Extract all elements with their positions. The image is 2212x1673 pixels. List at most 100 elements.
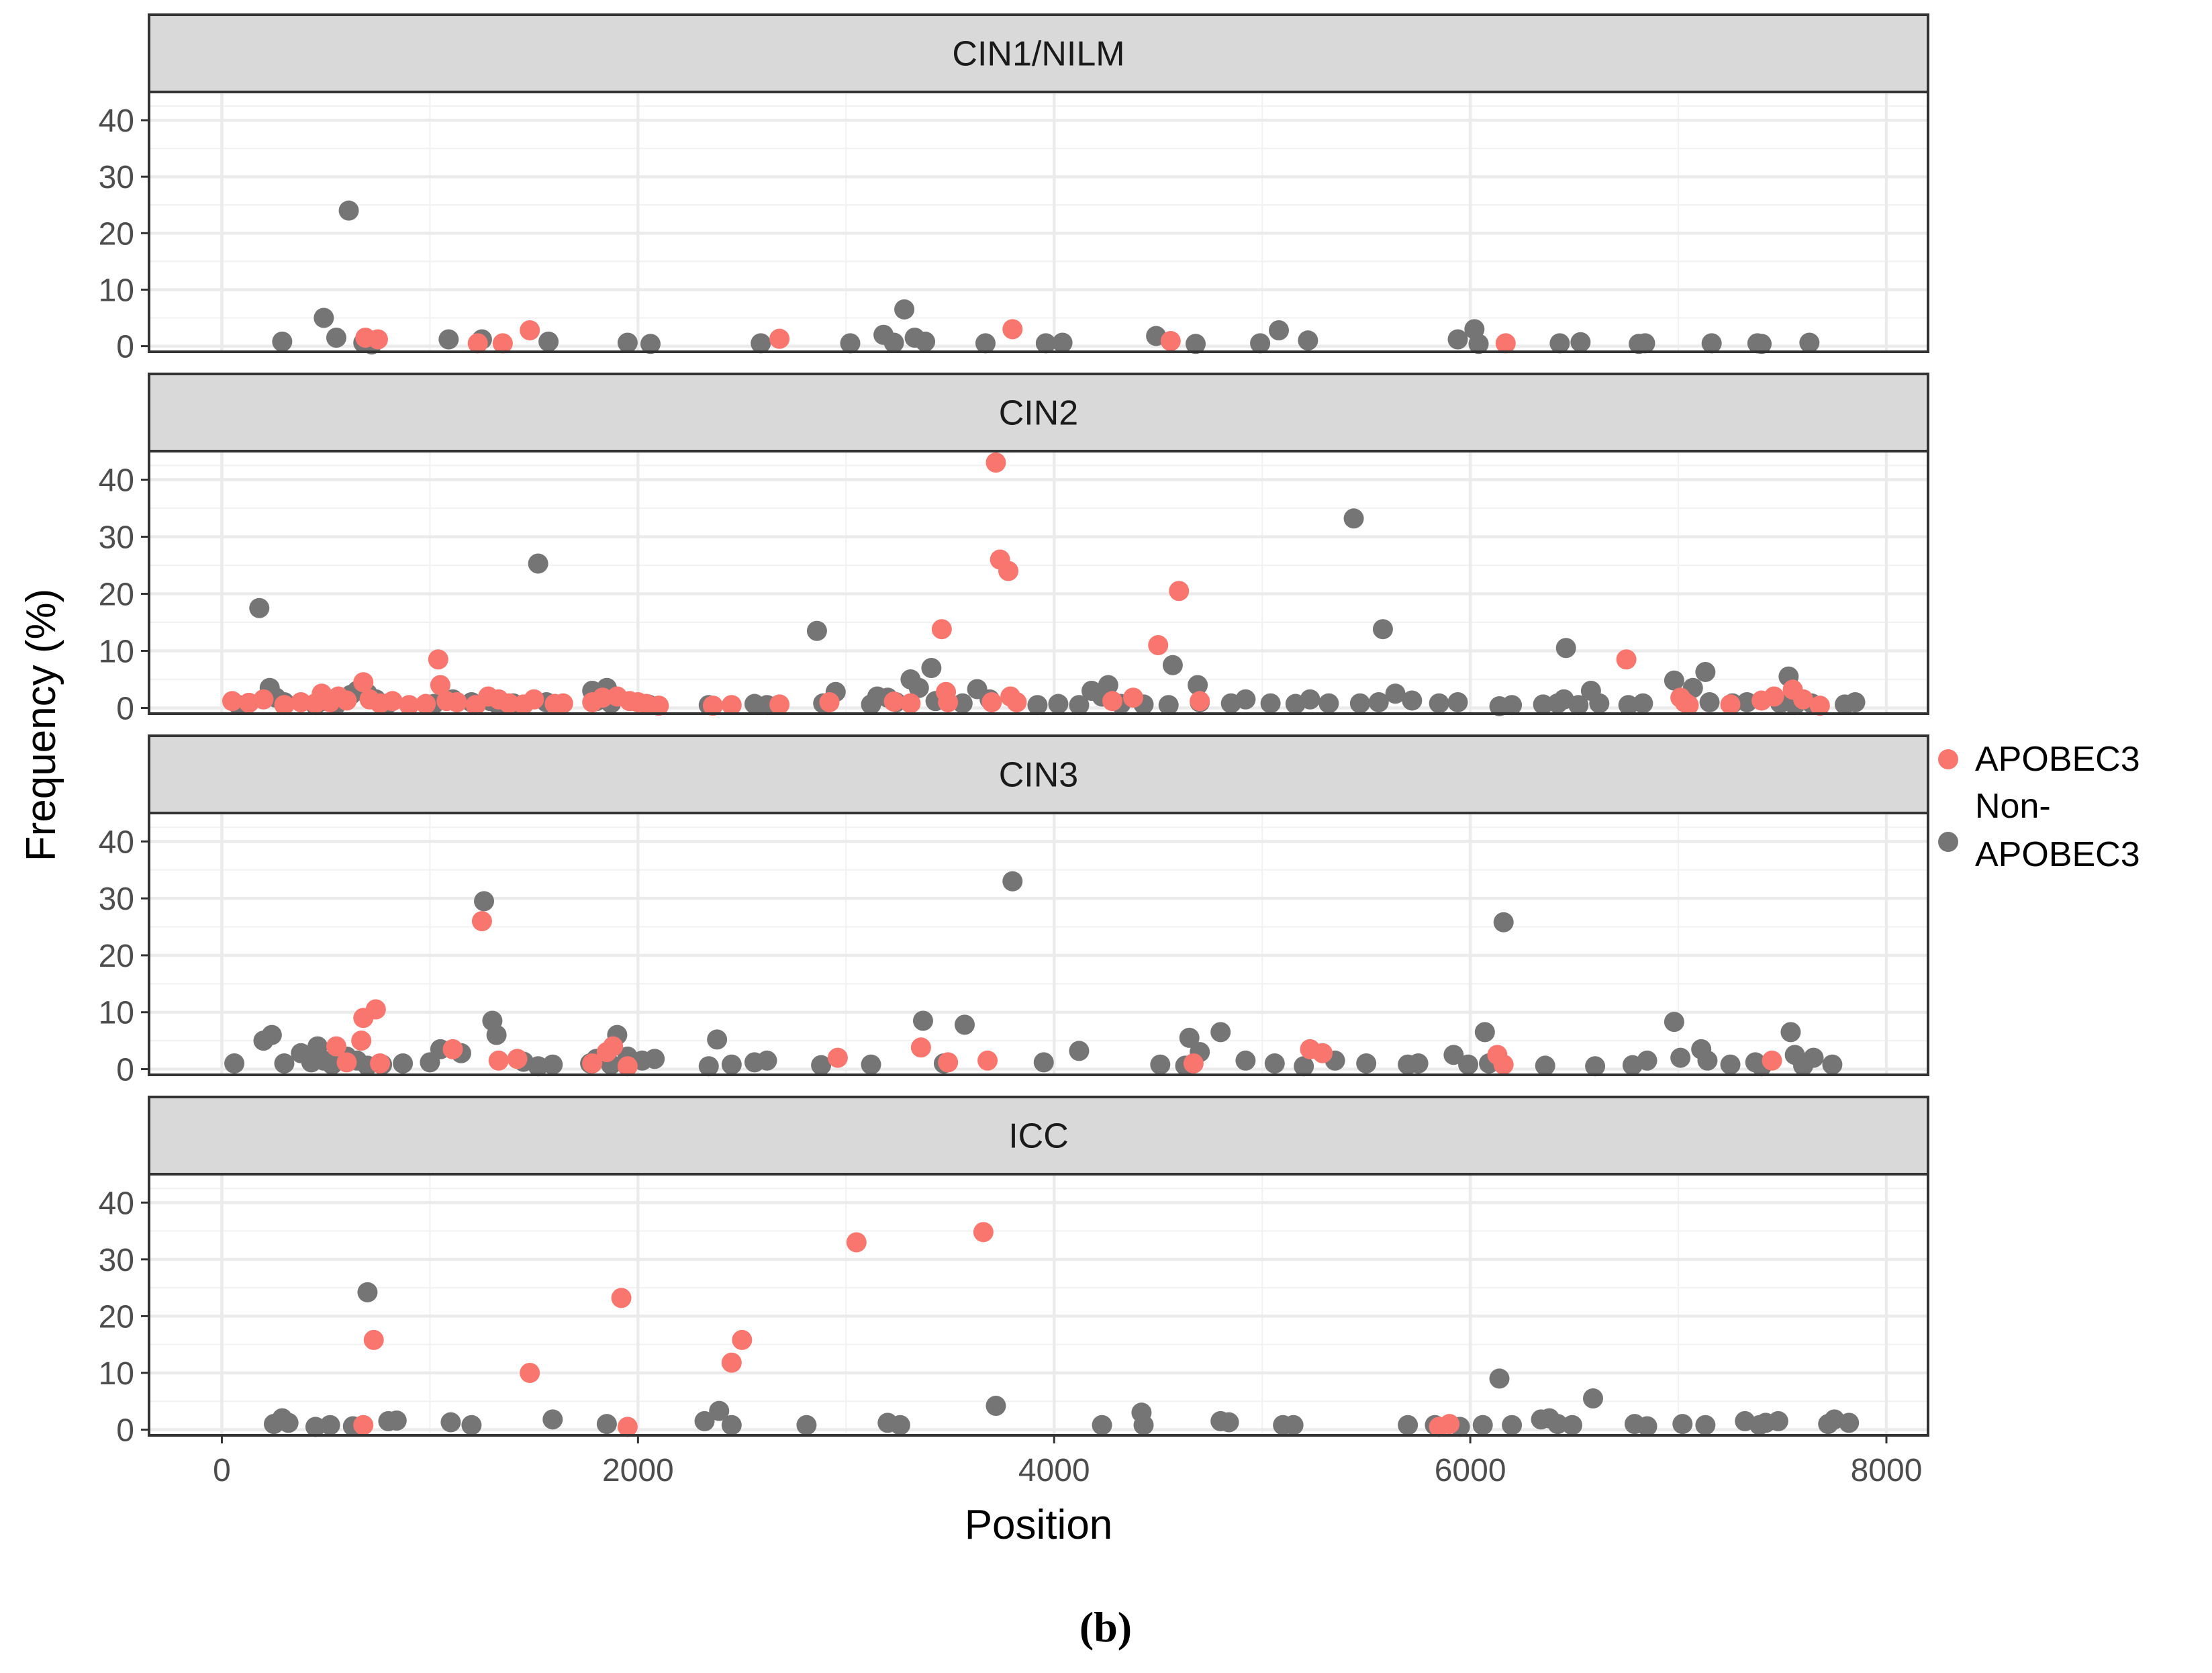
x-axis-title: Position — [965, 1502, 1113, 1548]
legend-item-non-apobec3: Non- APOBEC3 — [1938, 787, 2140, 874]
point-non-apobec3 — [806, 620, 827, 641]
point-non-apobec3 — [751, 333, 771, 354]
point-non-apobec3 — [840, 333, 861, 354]
point-apobec3 — [430, 675, 450, 696]
y-tick-label: 40 — [99, 824, 134, 860]
x-tick-label: 6000 — [1435, 1453, 1506, 1488]
point-non-apobec3 — [1298, 330, 1318, 351]
point-non-apobec3 — [542, 1409, 563, 1430]
point-apobec3 — [769, 328, 790, 349]
point-non-apobec3 — [320, 1415, 340, 1435]
point-non-apobec3 — [1162, 655, 1183, 675]
point-apobec3 — [592, 687, 613, 708]
point-non-apobec3 — [1260, 693, 1281, 714]
point-apobec3 — [819, 692, 840, 712]
point-apobec3 — [367, 329, 388, 350]
point-apobec3 — [520, 320, 540, 341]
point-non-apobec3 — [1356, 1053, 1377, 1074]
point-apobec3 — [222, 691, 242, 712]
point-apobec3 — [977, 1050, 998, 1071]
point-non-apobec3 — [1839, 1413, 1860, 1433]
point-non-apobec3 — [1458, 1054, 1479, 1075]
point-non-apobec3 — [1443, 1045, 1464, 1065]
point-non-apobec3 — [538, 331, 559, 352]
point-non-apobec3 — [1002, 871, 1023, 892]
point-non-apobec3 — [883, 332, 904, 353]
legend-label: APOBEC3 — [1975, 740, 2140, 779]
point-non-apobec3 — [640, 334, 661, 354]
point-non-apobec3 — [1447, 329, 1468, 350]
facet-title: CIN2 — [999, 394, 1078, 433]
point-non-apobec3 — [486, 1024, 507, 1045]
point-apobec3 — [603, 1036, 624, 1057]
point-apobec3 — [1102, 691, 1123, 712]
y-tick-label: 10 — [99, 273, 134, 308]
point-non-apobec3 — [954, 1014, 975, 1035]
point-non-apobec3 — [811, 1055, 832, 1076]
point-apobec3 — [353, 1415, 374, 1435]
facet-strip — [148, 1096, 1929, 1176]
panel-border — [148, 91, 1929, 353]
point-apobec3 — [274, 695, 295, 716]
point-non-apobec3 — [1052, 332, 1073, 353]
point-non-apobec3 — [1533, 694, 1553, 715]
point-non-apobec3 — [1235, 689, 1256, 710]
point-non-apobec3 — [694, 1411, 715, 1431]
point-non-apobec3 — [1264, 1053, 1285, 1074]
point-non-apobec3 — [1385, 683, 1406, 704]
facet-cin3: CIN3 0 10 20 30 40 — [99, 734, 1929, 1088]
point-non-apobec3 — [1300, 689, 1320, 710]
point-apobec3 — [488, 1050, 509, 1071]
point-apobec3 — [1678, 695, 1699, 716]
y-tick-label: 30 — [99, 1243, 134, 1278]
point-non-apobec3 — [894, 299, 915, 320]
legend: APOBEC3 Non- APOBEC3 — [1938, 740, 2140, 874]
point-apobec3 — [1169, 581, 1190, 602]
point-non-apobec3 — [1549, 333, 1570, 354]
point-non-apobec3 — [393, 1053, 414, 1074]
point-non-apobec3 — [1547, 1414, 1568, 1435]
y-tick-label: 20 — [99, 939, 134, 974]
point-non-apobec3 — [1697, 1050, 1718, 1071]
point-non-apobec3 — [1664, 670, 1684, 691]
point-non-apobec3 — [1133, 1415, 1154, 1435]
facet-strip — [148, 734, 1929, 814]
point-non-apobec3 — [474, 891, 495, 912]
point-apobec3 — [1439, 1414, 1460, 1435]
point-non-apobec3 — [1398, 1415, 1418, 1435]
point-apobec3 — [1495, 333, 1516, 354]
point-non-apobec3 — [1027, 695, 1048, 716]
point-apobec3 — [507, 1049, 528, 1069]
point-non-apobec3 — [915, 331, 936, 352]
y-tick-label: 40 — [99, 1186, 134, 1221]
point-apobec3 — [938, 692, 959, 712]
point-non-apobec3 — [975, 333, 996, 354]
point-non-apobec3 — [314, 307, 334, 328]
y-tick-label: 10 — [99, 996, 134, 1031]
points — [224, 871, 1843, 1077]
facet-cin1-nilm: CIN1/NILM 0 10 20 30 40 — [99, 13, 1929, 365]
point-non-apobec3 — [224, 1053, 245, 1074]
point-non-apobec3 — [1803, 1047, 1824, 1068]
x-tick-label: 0 — [213, 1453, 231, 1488]
point-apobec3 — [1720, 694, 1741, 715]
point-non-apobec3 — [1092, 1415, 1112, 1435]
facet-strip — [148, 13, 1929, 93]
y-tick-label: 30 — [99, 160, 134, 195]
panel-border — [148, 812, 1929, 1076]
y-tick-label: 40 — [99, 103, 134, 139]
point-non-apobec3 — [1474, 1022, 1495, 1043]
point-non-apobec3 — [1664, 1012, 1684, 1033]
point-apobec3 — [552, 693, 573, 714]
point-apobec3 — [900, 693, 921, 714]
point-apobec3 — [1183, 1053, 1204, 1074]
point-non-apobec3 — [1633, 693, 1653, 714]
caption: (b) — [1079, 1603, 1132, 1651]
point-non-apobec3 — [1150, 1054, 1171, 1075]
facet-cin2: CIN2 0 10 20 30 40 — [99, 373, 1929, 727]
point-apobec3 — [291, 692, 311, 712]
point-apobec3 — [611, 1288, 632, 1308]
y-tick-label: 10 — [99, 1356, 134, 1392]
point-non-apobec3 — [528, 1056, 548, 1077]
